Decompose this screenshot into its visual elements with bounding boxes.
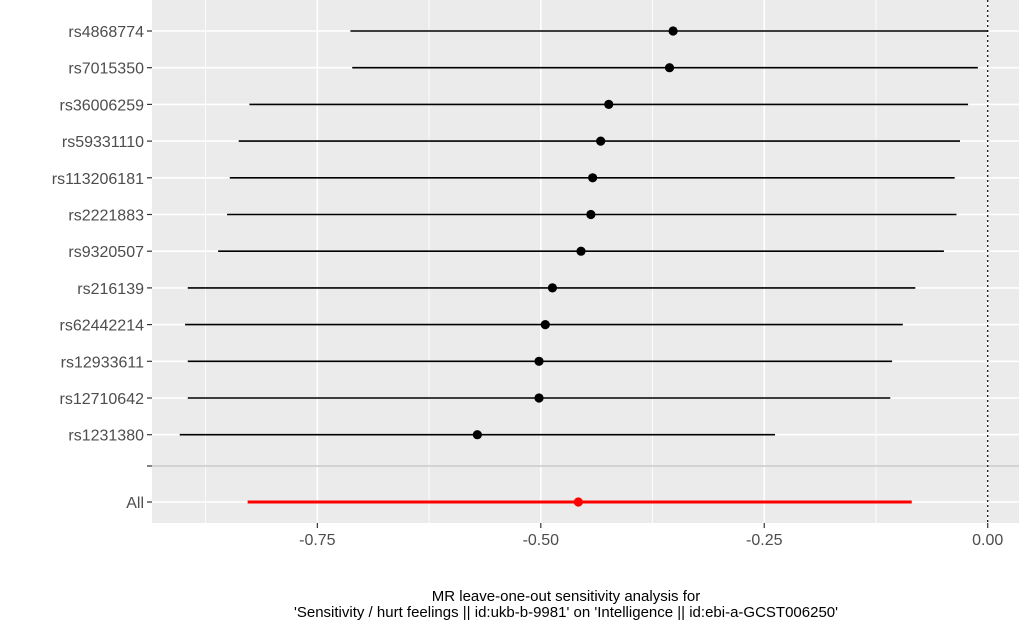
y-tick-label-rs12710642: rs12710642 [59,391,144,408]
y-tick-label-All: All [126,495,144,512]
point-rs1231380 [472,430,482,440]
point-rs216139 [547,283,558,293]
y-tick-label-rs4868774: rs4868774 [68,24,144,41]
y-tick-label-rs216139: rs216139 [77,281,144,298]
y-tick-label-rs36006259: rs36006259 [59,97,144,114]
point-rs4868774 [668,26,678,36]
y-tick-label-rs1231380: rs1231380 [68,428,144,445]
y-tick-label-rs2221883: rs2221883 [68,208,144,225]
y-tick-label-rs62442214: rs62442214 [59,318,144,335]
plot-panel [152,0,1019,523]
point-rs12710642 [534,393,544,403]
point-rs113206181 [588,173,598,183]
point-all [573,497,583,507]
x-tick-label-2: -0.25 [746,532,783,549]
point-rs12933611 [534,356,544,366]
x-axis-title-line-2: 'Sensitivity / hurt feelings || id:ukb-b… [294,604,838,621]
point-rs62442214 [540,320,550,330]
y-tick-label-rs113206181: rs113206181 [52,171,144,188]
point-rs2221883 [586,209,596,220]
axes: rs4868774 rs7015350 rs36006259 rs59331110 rs… [52,24,1004,549]
point-rs36006259 [604,99,614,109]
point-rs7015350 [664,63,675,73]
x-tick-label-0: -0.75 [299,532,336,549]
point-rs9320507 [576,246,586,256]
x-tick-label-3: 0.00 [972,532,1003,549]
y-tick-label-rs12933611: rs12933611 [61,354,144,371]
data-marks [152,0,1019,523]
point-rs59331110 [596,136,606,146]
x-axis-title-line-1: MR leave-one-out sensitivity analysis fo… [432,588,700,605]
x-tick-label-1: -0.50 [523,532,560,549]
y-tick-label-rs9320507: rs9320507 [68,244,144,261]
y-tick-label-rs59331110: rs59331110 [62,134,144,151]
y-tick-label-rs7015350: rs7015350 [68,61,144,78]
